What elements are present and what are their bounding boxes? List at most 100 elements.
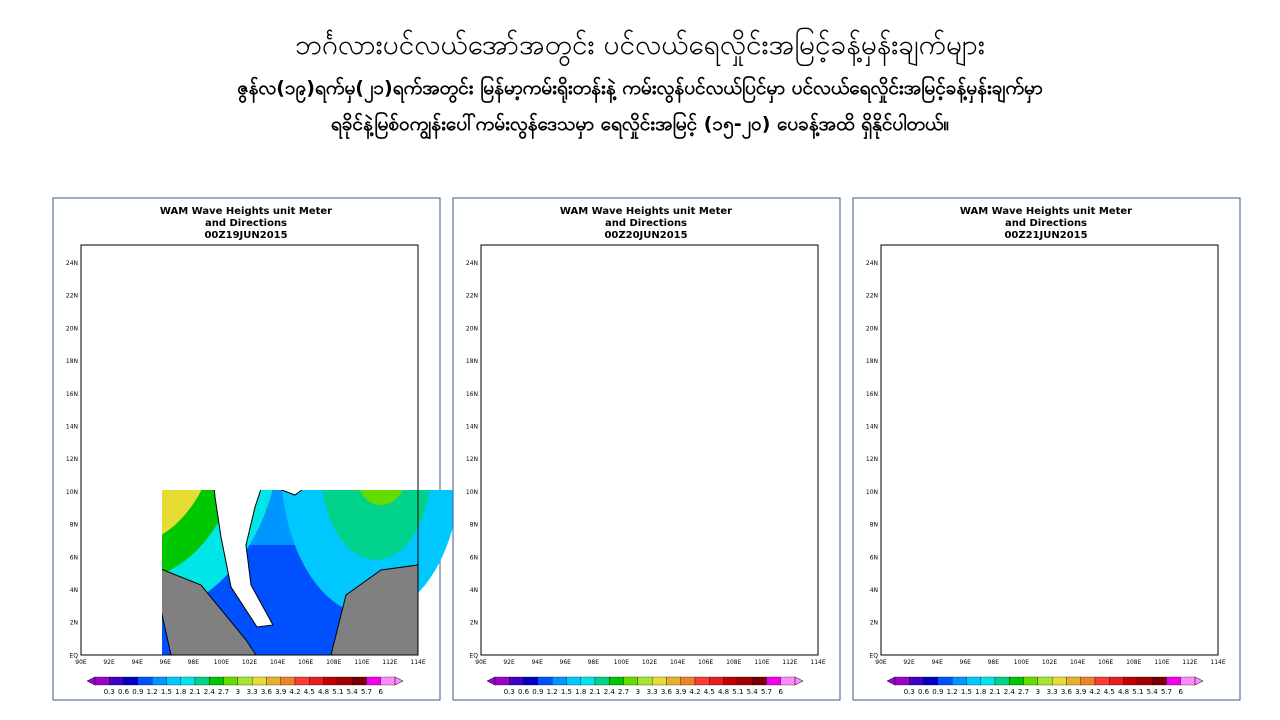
colorbar-label: 1.2	[147, 688, 158, 696]
lon-label: 96E	[160, 659, 172, 666]
colorbar-label: 0.6	[918, 688, 930, 696]
colorbar-label: 5.4	[347, 688, 359, 696]
colorbar-swatch	[123, 676, 139, 686]
map-title: WAM Wave Heights unit Meter	[960, 206, 1132, 217]
colorbar-label: 5.7	[1161, 688, 1172, 696]
lat-label: 14N	[866, 424, 878, 431]
lon-label: 108E	[726, 659, 741, 666]
header: ဘင်္ဂလားပင်လယ်အော်အတွင်း ပင်လယ်ရေလှိုင်း…	[0, 0, 1280, 140]
lon-label: 100E	[214, 659, 229, 666]
colorbar-label: 3.6	[1061, 688, 1073, 696]
colorbar-swatch	[1137, 676, 1153, 686]
lon-label: 94E	[931, 659, 943, 666]
colorbar-swatch	[1123, 676, 1139, 686]
colorbar-swatch	[1023, 676, 1039, 686]
colorbar-label: 2.1	[989, 688, 1000, 696]
lon-label: 92E	[103, 659, 115, 666]
colorbar-label: 2.1	[189, 688, 200, 696]
colorbar-label: 0.6	[118, 688, 130, 696]
colorbar-label: 3	[1036, 688, 1040, 696]
colorbar-swatch	[1151, 676, 1167, 686]
colorbar-swatch	[280, 676, 296, 686]
colorbar-label: 5.7	[361, 688, 372, 696]
lon-label: 102E	[1042, 659, 1057, 666]
colorbar-label: 4.5	[1104, 688, 1115, 696]
colorbar-end	[1194, 676, 1204, 686]
colorbar-swatch	[766, 676, 781, 686]
scs-wave	[359, 490, 403, 505]
lon-label: 114E	[810, 659, 825, 666]
lon-label: 104E	[1070, 659, 1085, 666]
lon-label: 114E	[410, 659, 425, 666]
colorbar-swatch	[380, 676, 396, 686]
colorbar-label: 6	[778, 688, 783, 696]
colorbar-label: 0.3	[504, 688, 515, 696]
lon-label: 112E	[782, 659, 797, 666]
colorbar-swatch	[509, 676, 524, 686]
panel-frame	[852, 197, 1241, 701]
lat-label: 12N	[466, 456, 478, 463]
lon-label: 90E	[875, 659, 887, 666]
colorbar-swatch	[294, 676, 310, 686]
colorbar-swatch	[723, 676, 739, 686]
colorbar-swatch	[494, 676, 510, 686]
lat-label: 16N	[866, 391, 878, 398]
colorbar-label: 1.8	[175, 688, 186, 696]
lon-label: 114E	[1210, 659, 1225, 666]
lat-label: 18N	[866, 358, 878, 365]
colorbar-label: 3.9	[675, 688, 686, 696]
map-subtitle: and Directions	[1005, 218, 1087, 229]
colorbar-label: 1.5	[561, 688, 572, 696]
slide-subtitle: ရခိုင်နဲ့မြစ်ဝကျွန်းပေါ်ကမ်းလွန်ဒေသမှာ ရ…	[330, 113, 950, 135]
lon-label: 94E	[531, 659, 543, 666]
colorbar-label: 3	[636, 688, 640, 696]
colorbar-label: 3.9	[1075, 688, 1086, 696]
lat-label: 18N	[66, 358, 78, 365]
colorbar-label: 5.4	[1147, 688, 1159, 696]
colorbar-label: 4.8	[1118, 688, 1129, 696]
lon-label: 104E	[270, 659, 285, 666]
plot-border	[480, 244, 819, 656]
lat-label: 20N	[66, 325, 78, 332]
colorbar-swatch	[223, 676, 239, 686]
lat-label: 8N	[70, 522, 78, 529]
lon-label: 106E	[1098, 659, 1113, 666]
colorbar-swatch	[309, 676, 324, 686]
colorbar-swatch	[637, 676, 653, 686]
colorbar-label: 2.4	[204, 688, 216, 696]
lon-label: 112E	[382, 659, 397, 666]
colorbar-swatch	[737, 676, 753, 686]
colorbar-swatch	[680, 676, 696, 686]
colorbar-swatch	[551, 676, 567, 686]
colorbar-swatch	[994, 676, 1010, 686]
slide-title: ဘင်္ဂလားပင်လယ်အော်အတွင်း ပင်လယ်ရေလှိုင်း…	[294, 28, 986, 61]
land	[213, 490, 303, 628]
colorbar-label: 4.5	[704, 688, 715, 696]
lon-label: 92E	[903, 659, 915, 666]
lat-label: 20N	[466, 325, 478, 332]
colorbar-label: 1.5	[161, 688, 172, 696]
colorbar-label: 2.4	[604, 688, 616, 696]
lat-label: 12N	[866, 456, 878, 463]
lat-label: 8N	[470, 522, 478, 529]
lon-label: 112E	[1182, 659, 1197, 666]
sumatra	[162, 568, 257, 656]
lat-label: EQ	[69, 652, 78, 659]
map-plot	[162, 490, 460, 656]
lon-label: 102E	[242, 659, 257, 666]
lon-label: 98E	[588, 659, 600, 666]
lat-label: 12N	[66, 456, 78, 463]
colorbar-label: 1.5	[961, 688, 972, 696]
colorbar-label: 4.5	[304, 688, 315, 696]
lat-label: EQ	[469, 652, 478, 659]
plot-border	[880, 244, 1219, 656]
colorbar-swatch	[951, 676, 967, 686]
colorbar-label: 3.3	[247, 688, 258, 696]
colorbar-label: 3	[236, 688, 240, 696]
colorbar-label: 0.3	[904, 688, 915, 696]
colorbar-swatch	[1094, 676, 1110, 686]
colorbar-label: 2.1	[589, 688, 600, 696]
colorbar-swatch	[537, 676, 553, 686]
